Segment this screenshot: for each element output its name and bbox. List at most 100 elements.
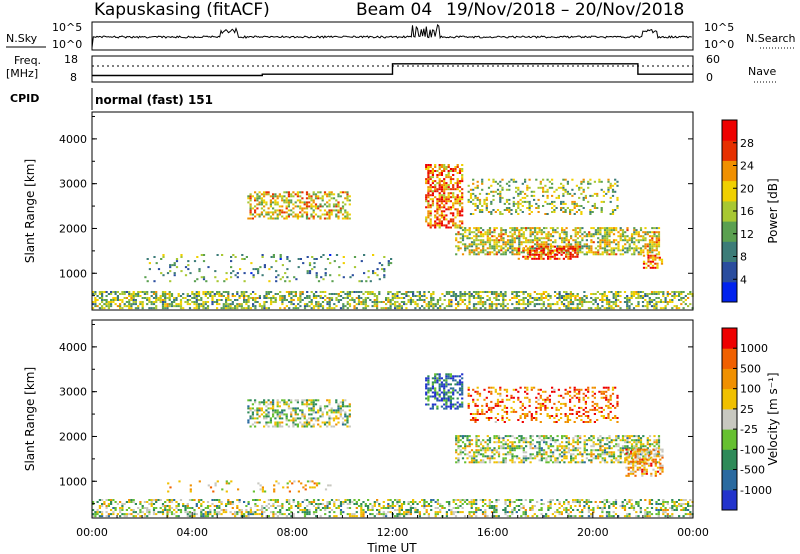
echo-pixel (574, 243, 577, 246)
echo-pixel (139, 301, 142, 303)
echo-pixel (427, 301, 430, 303)
echo-pixel (312, 401, 315, 404)
echo-pixel (299, 297, 302, 299)
echo-pixel (279, 254, 282, 256)
echo-pixel (319, 515, 322, 518)
echo-pixel (132, 509, 135, 511)
echo-pixel (682, 307, 685, 310)
echo-pixel (475, 245, 478, 248)
echo-pixel (443, 385, 446, 388)
echo-pixel (549, 233, 552, 236)
echo-pixel (290, 411, 293, 414)
echo-pixel (542, 305, 545, 308)
echo-pixel (585, 503, 588, 505)
echo-pixel (563, 229, 566, 232)
echo-pixel (461, 192, 464, 195)
echo-pixel (355, 511, 358, 514)
echo-pixel (615, 253, 618, 256)
echo-pixel (476, 196, 479, 199)
echo-pixel (373, 295, 376, 297)
echo-pixel (418, 295, 421, 297)
echo-pixel (469, 213, 473, 215)
echo-pixel (314, 403, 318, 406)
echo-pixel (218, 291, 221, 293)
echo-pixel (121, 301, 124, 303)
echo-pixel (153, 256, 156, 258)
echo-pixel (272, 409, 275, 412)
echo-pixel (603, 243, 607, 246)
echo-pixel (496, 192, 500, 195)
echo-pixel (605, 499, 609, 501)
echo-pixel (466, 305, 469, 308)
echo-pixel (493, 249, 496, 252)
echo-pixel (342, 503, 345, 505)
echo-pixel (367, 305, 370, 308)
echo-pixel (409, 505, 412, 507)
echo-pixel (170, 513, 174, 516)
echo-pixel (630, 235, 634, 238)
echo-pixel (515, 293, 518, 295)
echo-pixel (434, 188, 437, 191)
echo-pixel (339, 505, 343, 507)
echo-pixel (236, 272, 239, 275)
echo-pixel (431, 194, 434, 197)
echo-pixel (380, 307, 383, 310)
echo-pixel (292, 195, 295, 198)
echo-pixel (687, 501, 690, 503)
echo-pixel (578, 297, 581, 299)
echo-pixel (195, 307, 198, 310)
echo-pixel (459, 291, 462, 293)
echo-pixel (434, 511, 437, 514)
echo-pixel (662, 505, 665, 507)
echo-pixel (245, 505, 248, 507)
echo-pixel (488, 243, 492, 246)
echo-pixel (579, 227, 582, 230)
echo-pixel (371, 513, 374, 516)
echo-pixel (391, 501, 394, 503)
echo-pixel (633, 231, 636, 234)
echo-pixel (547, 515, 550, 518)
echo-pixel (116, 503, 119, 505)
echo-pixel (254, 421, 257, 424)
echo-pixel (475, 227, 478, 230)
echo-pixel (574, 229, 577, 232)
echo-pixel (641, 297, 645, 299)
echo-pixel (301, 409, 304, 412)
echo-pixel (294, 201, 297, 204)
echo-pixel (355, 503, 358, 505)
echo-pixel (659, 307, 663, 310)
echo-pixel (504, 251, 507, 254)
echo-pixel (626, 503, 629, 505)
echo-pixel (353, 499, 356, 501)
echo-pixel (651, 243, 654, 246)
echo-pixel (351, 513, 354, 516)
echo-pixel (454, 208, 457, 211)
echo-pixel (288, 503, 291, 505)
echo-pixel (464, 249, 467, 252)
echo-pixel (333, 503, 336, 505)
echo-pixel (452, 393, 455, 396)
echo-pixel (456, 188, 459, 191)
echo-pixel (518, 505, 521, 507)
echo-pixel (290, 419, 293, 422)
echo-pixel (574, 295, 577, 297)
echo-pixel (529, 295, 532, 297)
echo-pixel (447, 196, 450, 199)
echo-pixel (596, 291, 599, 293)
echo-pixel (450, 301, 453, 303)
echo-pixel (279, 299, 282, 301)
echo-pixel (436, 222, 439, 225)
echo-pixel (344, 501, 347, 503)
echo-pixel (168, 297, 171, 299)
echo-pixel (431, 204, 434, 207)
echo-pixel (612, 505, 615, 507)
echo-pixel (308, 423, 311, 426)
echo-pixel (243, 280, 246, 283)
echo-pixel (409, 507, 412, 509)
echo-pixel (260, 201, 263, 204)
echo-pixel (310, 205, 313, 208)
echo-pixel (265, 211, 268, 214)
echo-pixel (337, 205, 340, 208)
echo-pixel (206, 515, 210, 518)
echo-pixel (258, 297, 261, 299)
